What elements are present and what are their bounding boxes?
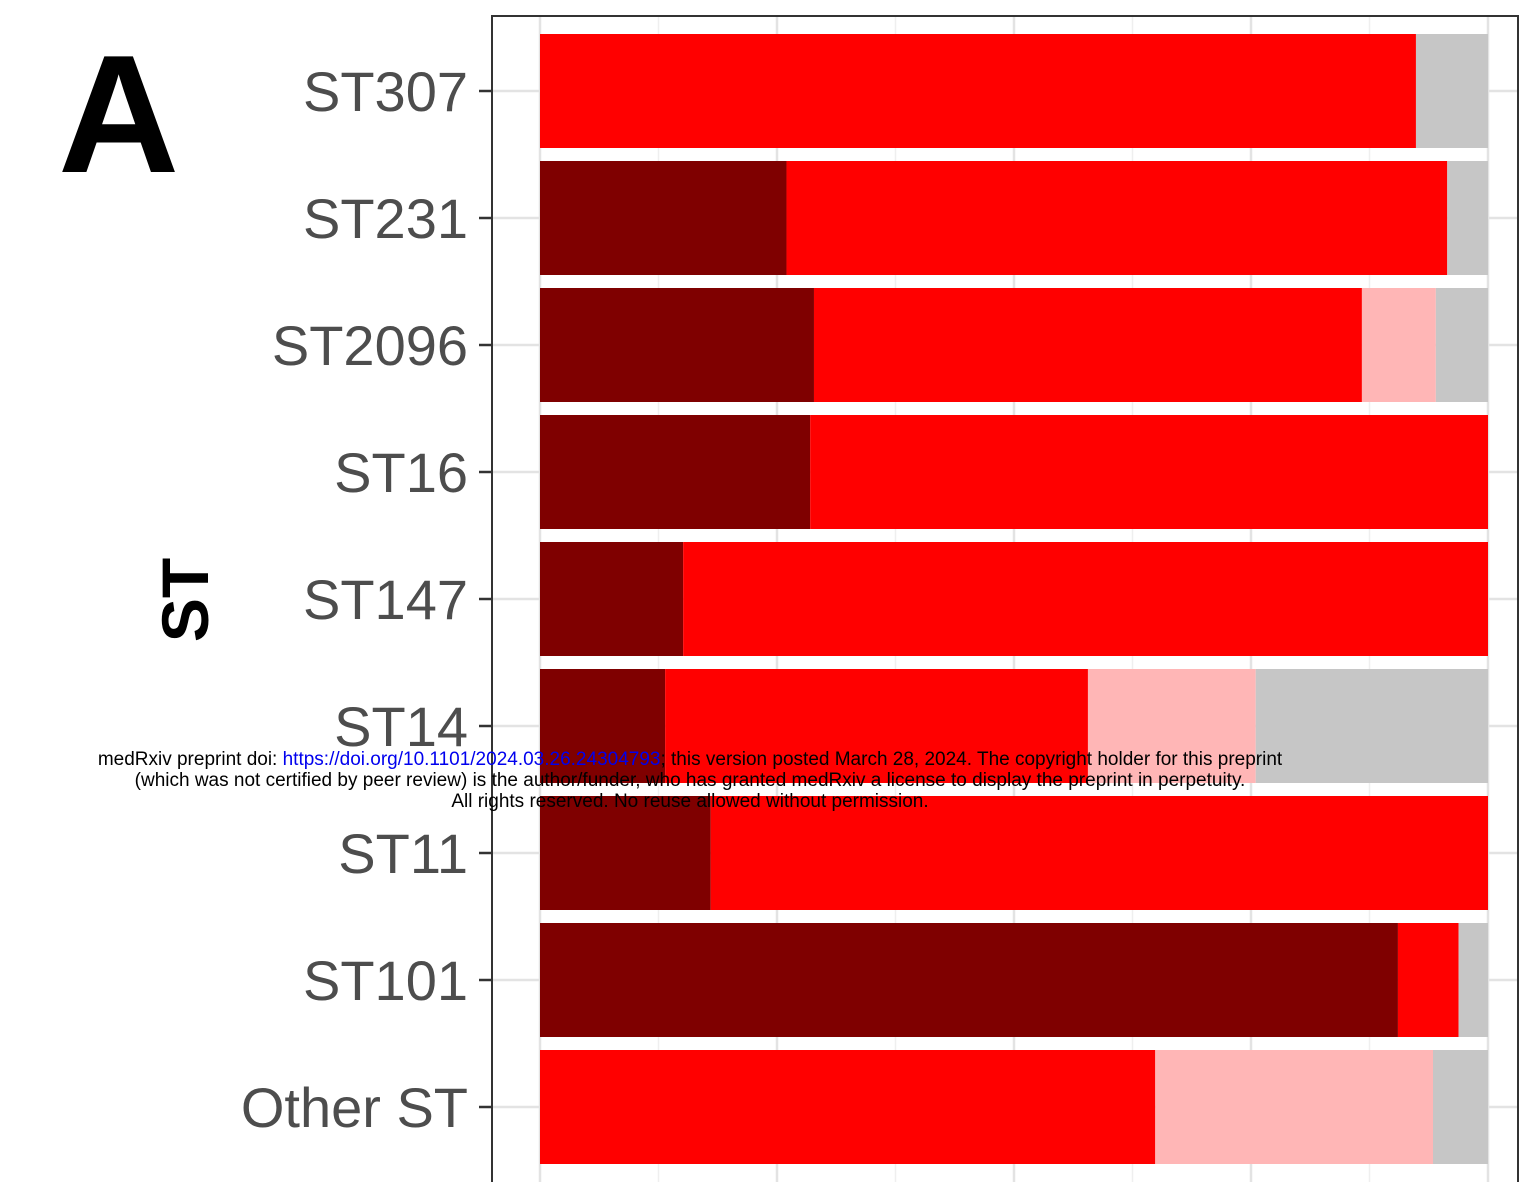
bar-segment: [665, 669, 1088, 783]
bar-segment: [540, 669, 666, 783]
y-tick-label: ST307: [303, 60, 468, 123]
bar-segment: [1433, 1050, 1488, 1164]
bar-segment: [1155, 1050, 1434, 1164]
preprint-notice-line-3: All rights reserved. No reuse allowed wi…: [451, 791, 929, 812]
y-tick-label: ST11: [338, 822, 468, 885]
y-tick-label: ST101: [303, 949, 468, 1012]
bar-segment: [540, 796, 711, 910]
bar-segment: [540, 415, 811, 529]
bar-segment: [1255, 669, 1488, 783]
bar-segment: [786, 161, 1448, 275]
bar-segment: [710, 796, 1488, 910]
plot-panel-border: [491, 15, 1519, 1182]
bar-segment: [540, 1050, 1156, 1164]
bar-segment: [1415, 34, 1488, 148]
bar-segment: [540, 288, 814, 402]
y-axis-title: ST: [148, 558, 222, 642]
y-tick-label: ST2096: [272, 314, 468, 377]
preprint-notice-line-2: (which was not certified by peer review)…: [134, 770, 1246, 791]
bar-segment: [540, 34, 1416, 148]
bars: [540, 34, 1488, 1164]
y-tick-label: ST231: [303, 187, 468, 250]
y-tick-label: ST147: [303, 568, 468, 631]
bar-segment: [1087, 669, 1256, 783]
y-tick-label: Other ST: [241, 1076, 468, 1139]
bar-segment: [540, 161, 787, 275]
bar-segment: [683, 542, 1488, 656]
bar-segment: [1397, 923, 1459, 1037]
preprint-notice-line-1: medRxiv preprint doi: https://doi.org/10…: [0, 749, 1380, 771]
preprint-notice-prefix: medRxiv preprint doi:: [97, 749, 283, 770]
bar-segment: [813, 288, 1362, 402]
preprint-notice-suffix: ; this version posted March 28, 2024. Th…: [660, 749, 1283, 770]
y-tick-label: ST16: [334, 441, 468, 504]
bar-segment: [1435, 288, 1488, 402]
panel-label: A: [58, 20, 180, 208]
bar-segment: [1458, 923, 1488, 1037]
y-axis-ticks: ST307 ST231 ST2096 ST16 ST147 ST14 ST11 ST101 Ot…: [241, 60, 492, 1139]
bar-segment: [810, 415, 1488, 529]
bar-segment: [540, 542, 684, 656]
bar-segment: [1361, 288, 1436, 402]
bar-segment: [540, 923, 1398, 1037]
y-tick-label: ST14: [334, 695, 468, 758]
bar-segment: [1447, 161, 1488, 275]
doi-link[interactable]: https://doi.org/10.1101/2024.03.26.24304…: [282, 749, 661, 770]
